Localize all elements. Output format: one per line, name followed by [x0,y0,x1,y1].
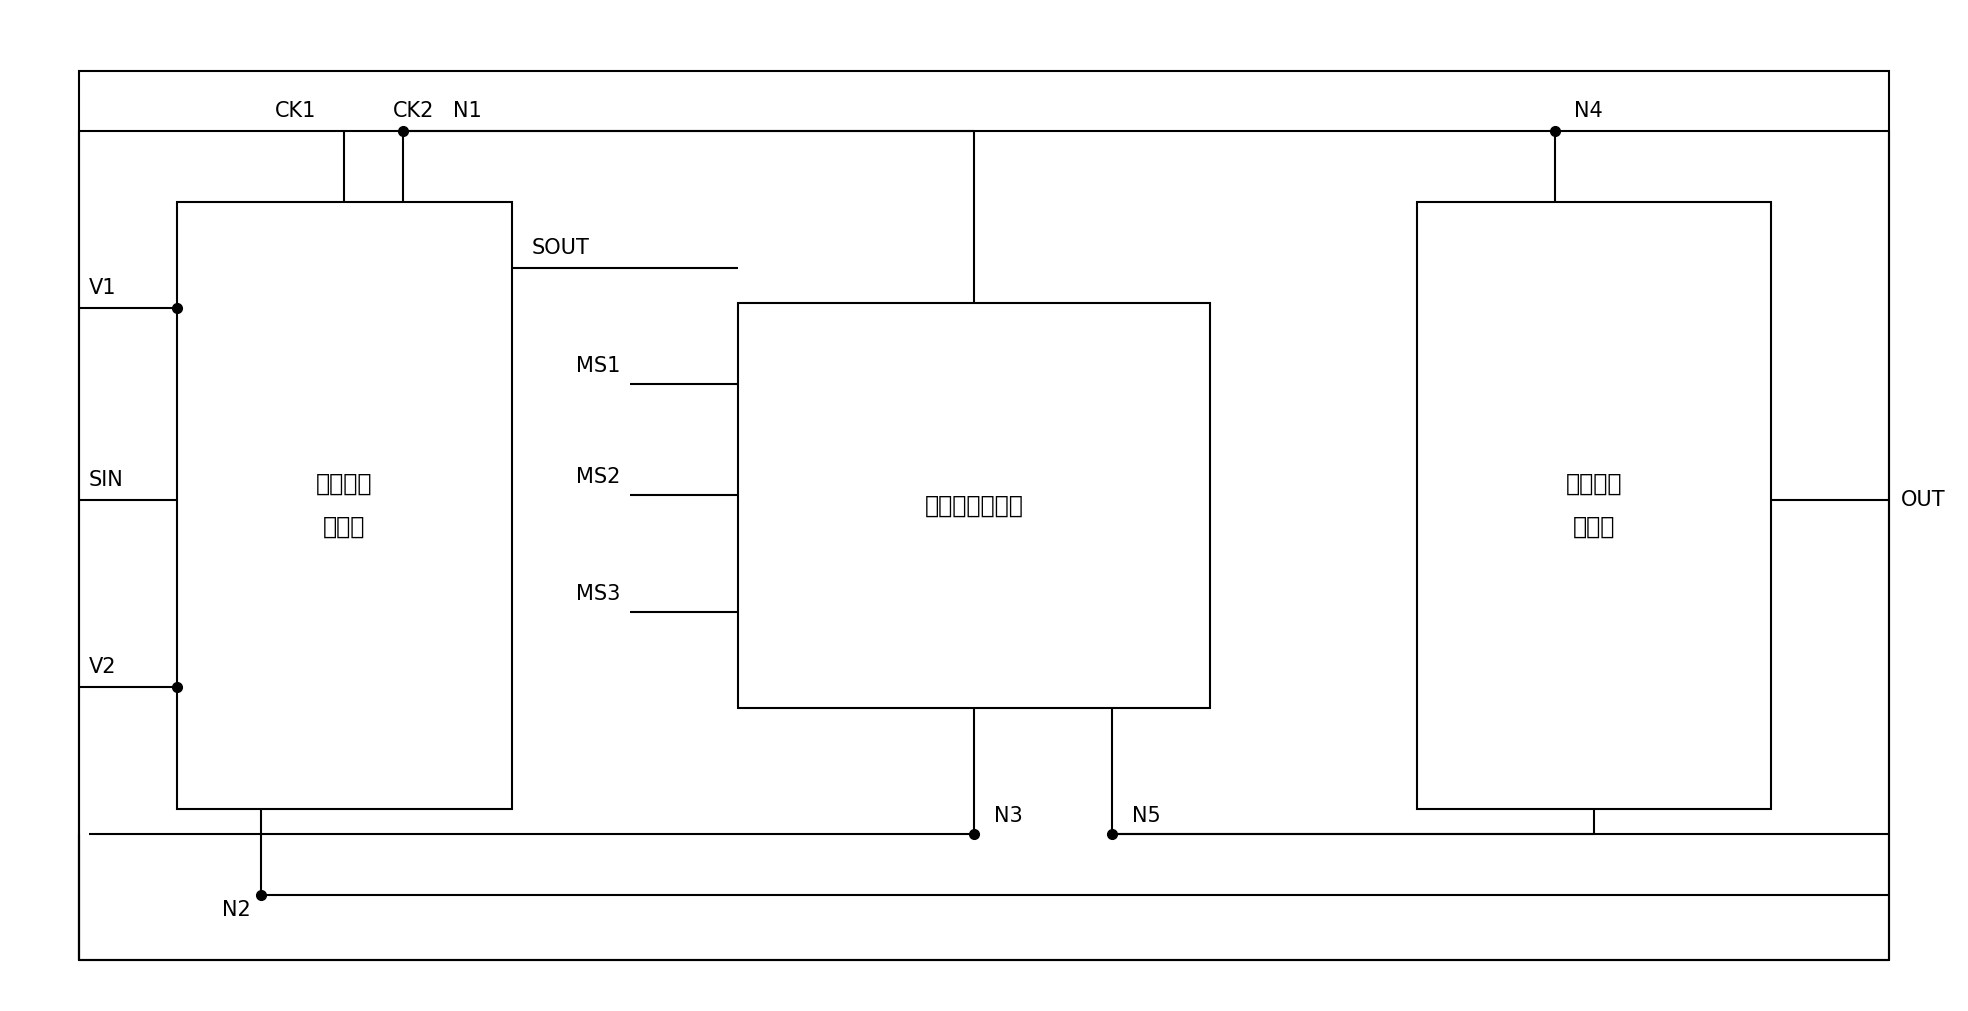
Text: SIN: SIN [89,470,124,490]
Text: MS1: MS1 [575,356,620,376]
Text: CK1: CK1 [274,101,317,121]
Text: V2: V2 [89,657,116,677]
Text: N2: N2 [222,900,252,920]
Text: 输出控制子电路: 输出控制子电路 [925,493,1023,518]
Bar [1417,202,1771,809]
Bar [738,303,1210,708]
Text: N1: N1 [453,101,482,121]
Text: SOUT: SOUT [531,238,588,258]
Bar [177,202,512,809]
Text: N5: N5 [1132,806,1161,826]
Text: N4: N4 [1574,101,1604,121]
Text: CK2: CK2 [392,101,435,121]
Bar [79,71,1889,960]
Text: V1: V1 [89,278,116,298]
Text: OUT: OUT [1901,490,1946,511]
Text: 扫描输出
子电路: 扫描输出 子电路 [1567,472,1622,539]
Text: 级联输出
子电路: 级联输出 子电路 [317,472,372,539]
Text: MS2: MS2 [575,467,620,487]
Text: N3: N3 [994,806,1023,826]
Text: MS3: MS3 [575,583,620,604]
